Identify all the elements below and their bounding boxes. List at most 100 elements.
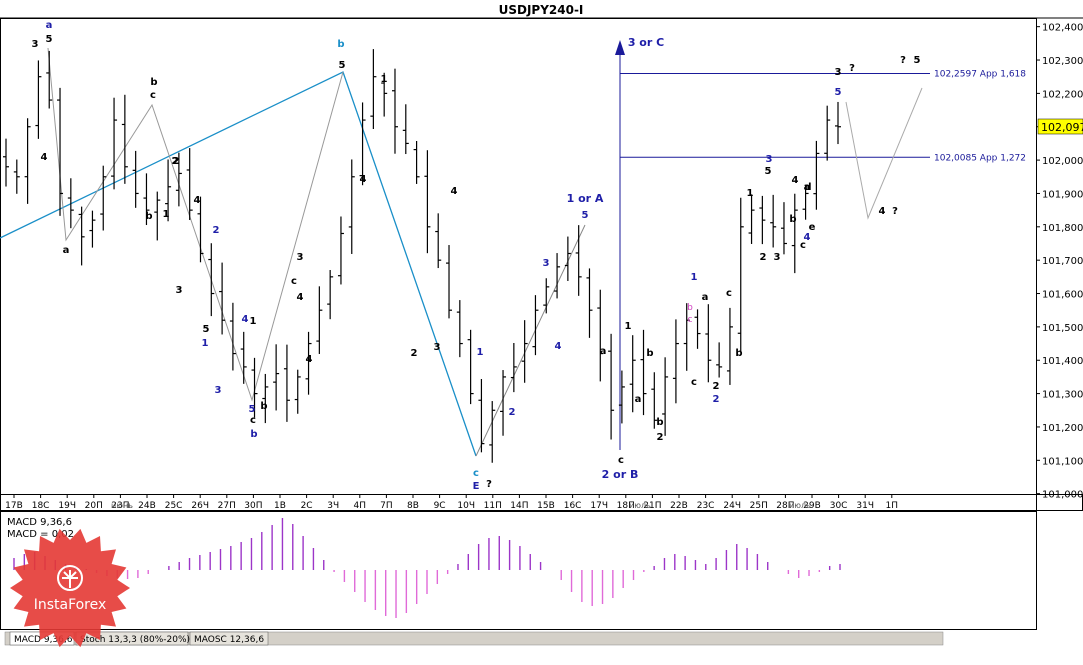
tab-stoch[interactable]: Stoch 13,3,3 (80%-20%) [75, 631, 190, 646]
wave-label-blue: 3 [215, 385, 222, 396]
wave-label: b [150, 77, 157, 88]
price-bar [262, 373, 269, 424]
wave-label-blue: a [46, 20, 53, 31]
wave-label: 5 [203, 324, 210, 335]
y-tick-label: 101,800 [1042, 223, 1083, 234]
wave-label: ? [486, 479, 492, 490]
wave-label: ? [849, 63, 855, 74]
x-tick-label: 17Ч [590, 501, 608, 511]
price-bar [424, 150, 431, 254]
gray-wave-line [475, 224, 586, 457]
wave-label: a [804, 182, 811, 193]
price-bar [521, 320, 528, 383]
x-tick-label: 30С [830, 501, 848, 511]
price-bar [456, 300, 463, 358]
price-bar [597, 289, 604, 382]
wave-label: 1 [625, 321, 632, 332]
price-bar [835, 101, 841, 145]
forecast-line [845, 87, 923, 220]
price-bar [57, 87, 64, 216]
wave-label: 1 [163, 209, 170, 220]
wave-label: c [618, 455, 624, 466]
wave-label: 3 [835, 67, 842, 78]
wave-label-blue: 4 [555, 341, 562, 352]
price-bar [251, 357, 258, 418]
x-tick-label: 14П [510, 501, 528, 511]
wave-label-blue: b [337, 39, 344, 50]
wave-label: 1 [250, 316, 257, 327]
price-bar [143, 173, 150, 226]
price-bar [348, 159, 355, 254]
price-bar [435, 213, 442, 269]
price-bar [229, 302, 236, 371]
tab-maosc[interactable]: MAOSC 12,36,6 [189, 631, 269, 646]
wave-label: 3 [32, 39, 39, 50]
wave-label: ? [900, 55, 906, 66]
x-tick-label: 21П [643, 501, 661, 511]
wave-label: 4 [451, 186, 458, 197]
wave-label-blue: 5 [249, 404, 256, 415]
wave-label-blue: 5 [582, 210, 589, 221]
indicator-tabs: MACD 9,36,6 Stoch 13,3,3 (80%-20%) MAOSC… [4, 631, 944, 646]
wave-label: 2 [172, 156, 179, 167]
price-bar [608, 333, 615, 440]
x-tick-label: 24Ч [723, 501, 741, 511]
price-bar [478, 379, 485, 453]
wave-label-blue: 1 or A [567, 192, 604, 205]
current-price: 102,097 [1041, 121, 1083, 134]
wave-label: 4 [360, 174, 367, 185]
price-bar [337, 216, 344, 285]
price-bar [89, 210, 96, 248]
title-bar [0, 0, 1083, 18]
price-bar [46, 50, 53, 109]
price-bar [381, 72, 388, 117]
wave-label: 4 [194, 195, 201, 206]
x-tick-label: 9С [434, 501, 446, 511]
x-tick-label: 24В [138, 501, 156, 511]
y-tick-label: 101,900 [1042, 189, 1083, 200]
price-bar [240, 331, 247, 384]
x-tick-label: 20П [85, 501, 103, 511]
y-tick-label: 102,300 [1042, 56, 1083, 67]
x-tick-label: 22В [670, 501, 688, 511]
instaforex-logo: InstaForex [10, 528, 130, 648]
wave-label-blue: 4 [804, 232, 811, 243]
price-bar [316, 286, 323, 354]
price-bar [824, 105, 831, 161]
wave-label: 3 [297, 252, 304, 263]
x-tick-label: 1П [886, 501, 899, 511]
price-bar [467, 329, 474, 405]
price-bar [543, 278, 550, 314]
wave-label-blue: 3 or C [628, 36, 664, 49]
wave-label: 1 [747, 188, 754, 199]
macd-legend-params: MACD 9,36,6 [7, 517, 72, 528]
wave-label: 5 [339, 60, 346, 71]
price-bar [359, 102, 366, 186]
price-bar [651, 372, 658, 429]
price-bar [294, 369, 301, 414]
price-bar [100, 165, 107, 231]
wave-label: 4 [41, 152, 48, 163]
price-bar [219, 262, 226, 335]
wave-label: b [656, 417, 663, 428]
x-tick-label: 25П [750, 501, 768, 511]
price-bar [802, 184, 809, 220]
price-bar [532, 295, 539, 356]
price-bar [370, 49, 377, 130]
price-bar [186, 148, 193, 220]
x-tick-label: 29В [803, 501, 821, 511]
logo-text: InstaForex [34, 597, 107, 613]
wave-label-blue: 5 [835, 87, 842, 98]
wave-label: 2 [657, 432, 664, 443]
wave-label-blue: 1 [477, 347, 484, 358]
price-bar [694, 309, 701, 349]
wave-label: e [809, 222, 816, 233]
price-bar [586, 268, 593, 338]
logo-emblem-icon [57, 565, 83, 591]
wave-label: 2 [713, 381, 720, 392]
price-bar [175, 152, 182, 207]
x-tick-label: 4П [354, 501, 367, 511]
x-tick-label: 23П [111, 501, 129, 511]
